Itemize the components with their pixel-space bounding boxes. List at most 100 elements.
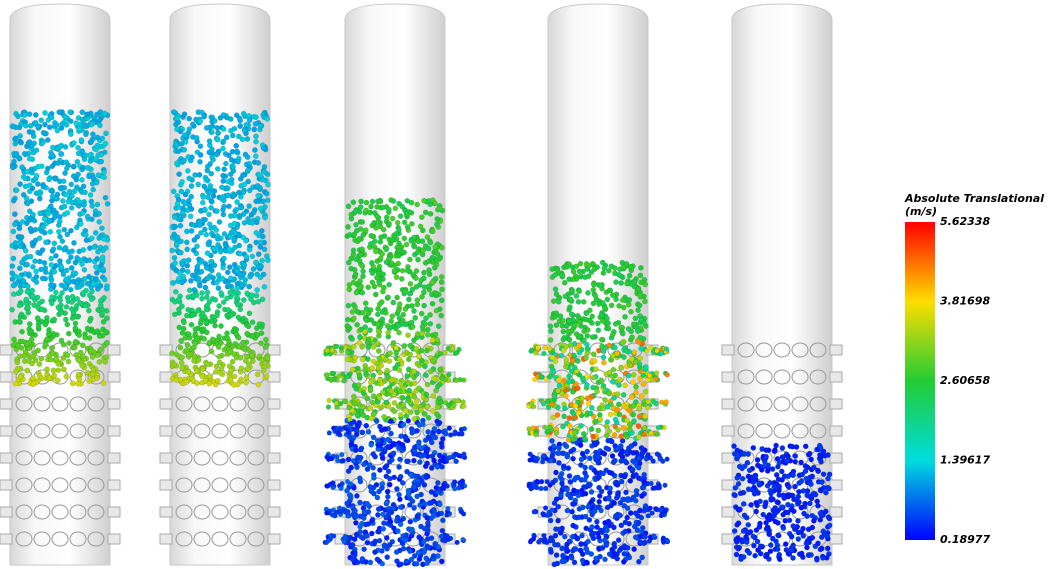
particle [246,362,251,367]
particle [334,510,339,515]
particle [581,299,586,304]
particle [204,177,209,182]
particle [351,302,356,307]
particle [587,456,592,461]
particle [386,444,391,449]
particle [409,320,414,325]
particle [83,335,88,340]
particle [256,252,261,257]
particle [189,155,194,160]
particle [95,329,100,334]
particle [172,362,177,367]
particle [265,182,270,187]
particle [424,397,429,402]
particle [738,491,743,496]
particle [56,305,61,310]
particle [242,346,247,351]
particle [570,534,575,539]
particle [460,479,465,484]
particle [95,202,100,207]
particle [435,405,440,410]
particle [586,401,591,406]
particle [345,427,350,432]
particle [591,536,596,541]
particle [593,442,598,447]
particle [586,274,591,279]
particle [571,269,576,274]
particle [36,164,41,169]
particle [655,348,660,353]
particle [90,181,95,186]
particle [435,216,440,221]
particle [239,205,244,210]
particle [211,233,216,238]
particle [591,282,596,287]
particle [228,377,233,382]
particle [376,443,381,448]
particle [213,297,218,302]
particle [372,284,377,289]
stub [0,372,12,382]
particle [425,327,430,332]
particle [530,348,535,353]
particle [11,283,16,288]
particle [384,463,389,468]
particle [237,251,242,256]
particle [584,526,589,531]
particle [410,324,415,329]
particle [102,170,107,175]
particle [751,543,756,548]
particle [103,141,108,146]
particle [246,324,251,329]
particle [363,301,368,306]
particle [561,337,566,342]
particle [548,538,553,543]
particle [25,262,30,267]
particle [95,249,100,254]
particle [53,253,58,258]
particle [50,152,55,157]
particle [30,288,35,293]
particle [562,378,567,383]
particle [248,272,253,277]
particle [77,377,82,382]
particle [419,492,424,497]
particle [181,320,186,325]
particle [571,456,576,461]
particle [593,367,598,372]
particle [592,358,597,363]
particle [197,223,202,228]
particle [623,529,628,534]
particle [379,235,384,240]
particle [196,182,201,187]
particle [421,270,426,275]
particle [638,293,643,298]
particle [47,177,52,182]
particle [82,190,87,195]
particle [185,263,190,268]
particle [420,228,425,233]
particle [661,540,666,545]
particle [532,510,537,515]
particle [59,186,64,191]
particle [553,287,558,292]
particle [545,479,550,484]
particle [245,136,250,141]
particle [563,294,568,299]
particle [415,250,420,255]
particle [180,262,185,267]
particle [57,258,62,263]
particle [369,442,374,447]
particle [229,177,234,182]
particle [197,283,202,288]
particle [260,258,265,263]
particle [355,412,360,417]
particle [619,280,624,285]
particle [452,480,457,485]
particle [757,521,762,526]
particle [447,455,452,460]
particle [811,465,816,470]
particle [411,451,416,456]
particle [642,402,647,407]
particle [404,459,409,464]
